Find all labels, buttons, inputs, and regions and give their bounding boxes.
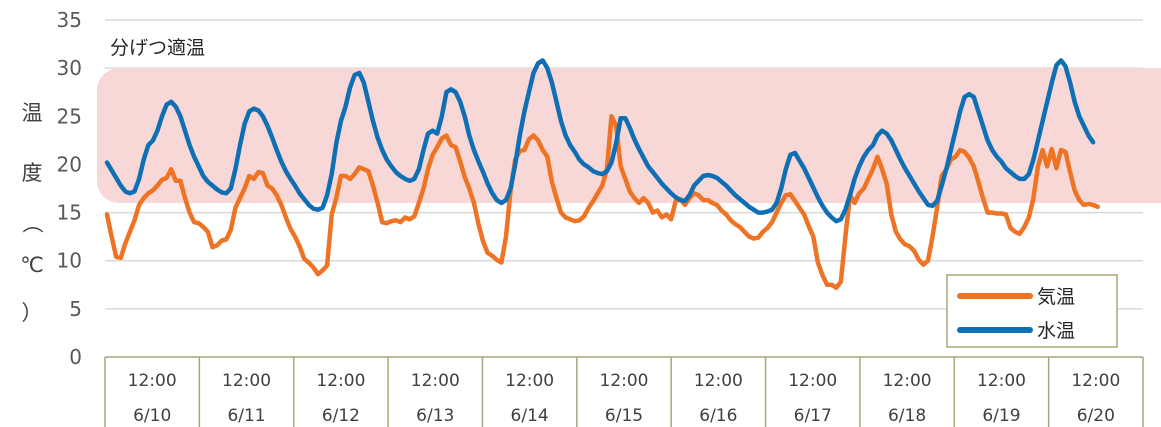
x-tick-time: 12:00 — [411, 371, 460, 391]
x-tick-date: 6/11 — [227, 406, 265, 426]
x-tick-date: 6/16 — [699, 406, 737, 426]
y-tick-label: 5 — [69, 297, 82, 321]
x-tick-date: 6/14 — [511, 406, 549, 426]
x-tick-time: 12:00 — [694, 371, 743, 391]
x-tick-date: 6/13 — [416, 406, 454, 426]
legend-label-air-temp: 気温 — [1037, 286, 1075, 308]
y-axis-label-char: （ — [20, 213, 44, 234]
y-axis-ticks: 0 5 10 15 20 25 30 35 — [57, 8, 82, 369]
x-tick-date: 6/17 — [794, 406, 832, 426]
y-tick-label: 15 — [57, 201, 82, 225]
legend-box — [946, 274, 1118, 348]
y-tick-label: 20 — [57, 152, 82, 176]
x-tick-time: 12:00 — [977, 371, 1026, 391]
x-tick-date: 6/15 — [605, 406, 643, 426]
series-line-water-temp — [104, 58, 1096, 224]
x-tick-time: 12:00 — [505, 371, 554, 391]
x-tick-time: 12:00 — [1071, 371, 1120, 391]
x-tick-time: 12:00 — [128, 371, 177, 391]
y-tick-label: 25 — [57, 104, 82, 128]
x-tick-date: 6/19 — [982, 406, 1020, 426]
y-axis-label: 温度 （ ℃ ） — [20, 101, 44, 325]
x-tick-time: 12:00 — [316, 371, 365, 391]
x-tick-date: 6/12 — [322, 406, 360, 426]
x-tick-date: 6/18 — [888, 406, 926, 426]
legend-label-water-temp: 水温 — [1037, 320, 1075, 342]
x-tick-date: 6/20 — [1077, 406, 1115, 426]
series-line-air-temp — [104, 114, 1100, 290]
x-tick-time: 12:00 — [600, 371, 649, 391]
y-tick-label: 30 — [57, 56, 82, 80]
series-lines — [104, 58, 1100, 290]
x-tick-time: 12:00 — [788, 371, 837, 391]
x-tick-date: 6/10 — [133, 406, 171, 426]
y-axis-label-char: ℃ — [20, 253, 44, 277]
x-tick-time: 12:00 — [222, 371, 271, 391]
y-axis-label-char: ） — [22, 301, 43, 325]
x-tick-time: 12:00 — [883, 371, 932, 391]
x-axis: 12:00 6/10 12:00 6/11 12:00 6/12 12:00 6/13 12:0… — [104, 356, 1144, 427]
y-axis-label-char: 度 — [22, 161, 43, 185]
y-axis-label-char: 温 — [22, 101, 43, 125]
y-tick-label: 10 — [57, 249, 82, 273]
y-tick-label: 35 — [57, 8, 82, 32]
optimal-band-label: 分げつ適温 — [110, 37, 205, 59]
legend: 気温 水温 — [946, 274, 1118, 348]
y-tick-label: 0 — [69, 345, 82, 369]
